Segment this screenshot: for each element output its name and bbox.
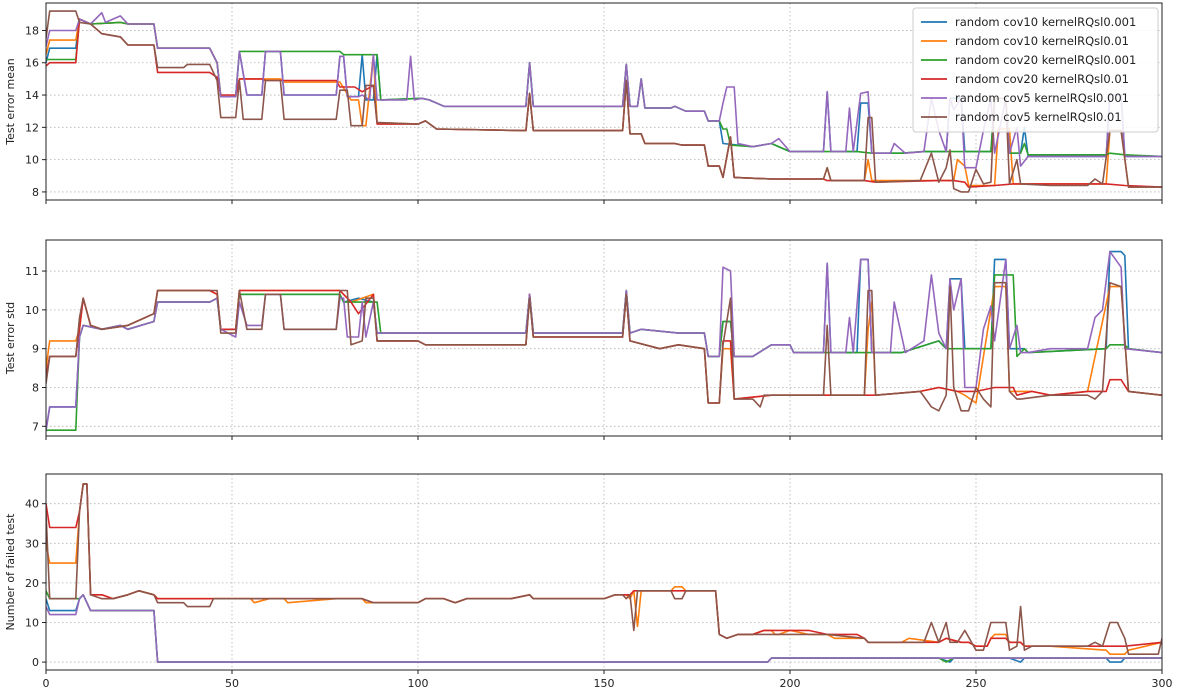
legend-label: random cov5 kernelRQsl0.001 [955, 91, 1129, 105]
x-tick-label: 200 [780, 677, 801, 690]
legend-label: random cov10 kernelRQsl0.01 [955, 34, 1129, 48]
y-tick-label: 11 [25, 265, 39, 278]
y-tick-label: 16 [25, 57, 39, 70]
panel-test-error-mean: 8 10 12 14 16 18 Test error mean random cov10… [4, 2, 1163, 204]
y-axis-label: Test error std [4, 302, 17, 375]
grid [46, 474, 1162, 670]
x-tick-label: 0 [43, 677, 50, 690]
x-tick-label: 250 [966, 677, 987, 690]
series-lines [46, 483, 1162, 663]
y-tick-label: 0 [32, 656, 39, 669]
series-line-random-cov5-kernelrqsl0-01 [46, 483, 1162, 655]
x-tick-label: 50 [225, 677, 239, 690]
grid [46, 240, 1162, 436]
y-tick-label: 10 [25, 154, 39, 167]
ticks: 7 8 9 10 11 [25, 265, 1163, 440]
series-line-random-cov5-kernelrqsl0-001 [46, 594, 1162, 663]
legend-item[interactable]: random cov10 kernelRQsl0.01 [921, 34, 1129, 48]
legend-label: random cov10 kernelRQsl0.001 [955, 15, 1136, 29]
y-tick-label: 40 [25, 498, 39, 511]
y-tick-label: 10 [25, 616, 39, 629]
legend[interactable]: random cov10 kernelRQsl0.001 random cov10… [912, 7, 1159, 133]
legend-label: random cov5 kernelRQsl0.01 [955, 110, 1122, 124]
y-tick-label: 12 [25, 121, 39, 134]
series-line-random-cov5-kernelrqsl0-01 [46, 10, 1162, 193]
panel-number-of-failed-test: 0 50 100 150 200 250 300 0 10 20 30 40 Number of fa… [4, 473, 1173, 690]
y-axis-label: Test error mean [4, 58, 17, 146]
legend-box [912, 7, 1159, 133]
series-line-random-cov10-kernelrqsl0-001 [46, 594, 1162, 663]
y-tick-label: 30 [25, 537, 39, 550]
series-lines [46, 250, 1162, 431]
panel-test-error-std: 7 8 9 10 11 Test error std [4, 239, 1163, 440]
series-line-random-cov10-kernelrqsl0-01 [46, 483, 1162, 655]
legend-label: random cov20 kernelRQsl0.001 [955, 53, 1136, 67]
y-tick-label: 8 [32, 381, 39, 394]
legend-item[interactable]: random cov20 kernelRQsl0.01 [921, 72, 1129, 86]
legend-item[interactable]: random cov5 kernelRQsl0.01 [921, 110, 1122, 124]
legend-item[interactable]: random cov5 kernelRQsl0.001 [921, 91, 1129, 105]
y-tick-label: 9 [32, 343, 39, 356]
x-tick-label: 100 [408, 677, 429, 690]
series-line-random-cov5-kernelrqsl0-001 [46, 250, 1162, 431]
legend-item[interactable]: random cov20 kernelRQsl0.001 [921, 53, 1136, 67]
legend-label: random cov20 kernelRQsl0.01 [955, 72, 1129, 86]
y-tick-label: 10 [25, 304, 39, 317]
series-line-random-cov5-kernelrqsl0-001 [46, 11, 1162, 169]
y-tick-label: 14 [25, 89, 39, 102]
y-tick-label: 7 [32, 420, 39, 433]
series-line-random-cov5-kernelrqsl0-01 [46, 281, 1162, 412]
x-tick-label: 150 [594, 677, 615, 690]
y-axis-label: Number of failed test [4, 513, 17, 631]
x-tick-label: 300 [1152, 677, 1173, 690]
y-tick-label: 20 [25, 577, 39, 590]
legend-item[interactable]: random cov10 kernelRQsl0.001 [921, 15, 1136, 29]
y-tick-label: 8 [32, 186, 39, 199]
y-tick-label: 18 [25, 24, 39, 37]
ticks: 0 50 100 150 200 250 300 0 10 20 30 40 [25, 498, 1173, 690]
ticks: 8 10 12 14 16 18 [25, 24, 1163, 204]
